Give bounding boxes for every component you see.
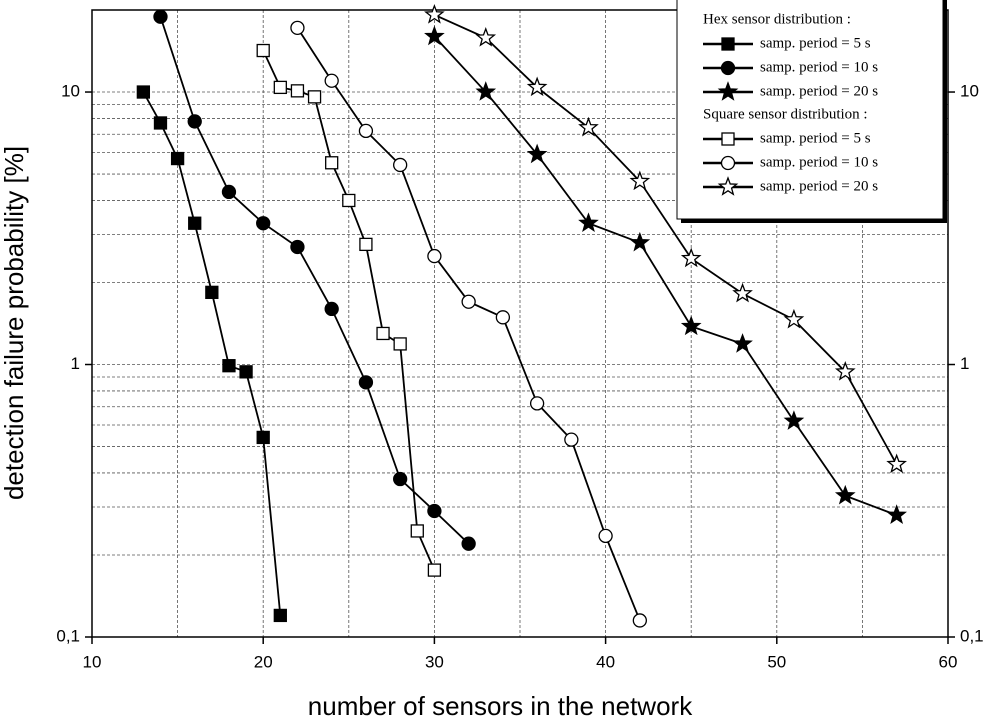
marker — [461, 536, 476, 551]
marker — [324, 73, 339, 88]
marker — [629, 231, 651, 252]
marker — [290, 20, 305, 35]
marker — [273, 608, 287, 623]
y-tick-label: 0,1 — [56, 626, 80, 645]
marker — [221, 184, 237, 200]
marker — [290, 239, 305, 255]
marker — [461, 294, 476, 309]
marker — [256, 216, 271, 231]
marker — [834, 484, 856, 505]
marker — [732, 282, 753, 303]
marker — [424, 25, 445, 46]
marker — [680, 247, 702, 268]
y-tick-label: 10 — [61, 82, 80, 101]
marker — [578, 116, 599, 137]
y-tick-label: 1 — [71, 354, 80, 373]
marker — [475, 27, 497, 47]
marker — [187, 114, 202, 129]
marker — [680, 315, 702, 336]
marker — [239, 365, 253, 379]
marker — [424, 3, 445, 24]
x-tick-label: 20 — [254, 652, 273, 671]
x-tick-label: 10 — [83, 652, 102, 671]
marker — [578, 212, 599, 233]
marker — [427, 248, 442, 264]
x-tick-label: 40 — [596, 652, 615, 671]
legend-label: samp. period = 10 s — [760, 154, 878, 170]
legend-label: samp. period = 20 s — [760, 178, 878, 194]
marker — [783, 410, 805, 430]
marker — [188, 216, 202, 230]
marker — [886, 504, 907, 524]
x-tick-label: 60 — [939, 652, 958, 671]
marker — [290, 84, 305, 98]
marker — [325, 156, 339, 170]
marker — [721, 132, 735, 146]
marker — [307, 90, 322, 104]
marker — [526, 143, 548, 164]
marker — [427, 563, 442, 577]
legend-label: samp. period = 5 s — [760, 130, 871, 146]
y-tick-label: 1 — [960, 354, 969, 373]
marker — [732, 333, 753, 353]
marker — [222, 359, 236, 373]
marker — [720, 155, 736, 171]
legend-title: Hex sensor distribution : — [703, 11, 851, 27]
marker — [359, 237, 373, 252]
marker — [720, 60, 736, 76]
marker — [526, 76, 548, 97]
marker — [564, 432, 579, 447]
marker — [342, 193, 356, 208]
y-axis-label: detection failure probability [%] — [0, 146, 29, 500]
legend: Hex sensor distribution : samp. period = … — [676, 0, 947, 223]
marker — [273, 80, 287, 95]
legend-label: samp. period = 5 s — [760, 35, 871, 51]
series-line — [159, 16, 470, 545]
legend-label: samp. period = 20 s — [760, 83, 878, 99]
marker — [529, 396, 545, 411]
marker — [717, 81, 739, 101]
marker — [783, 308, 805, 329]
legend-box — [676, 0, 944, 220]
marker — [153, 116, 168, 130]
marker — [717, 176, 739, 196]
series-line — [434, 14, 898, 465]
marker — [153, 9, 168, 24]
y-tick-label: 0,1 — [960, 626, 984, 645]
marker — [324, 301, 339, 317]
plot-frame — [91, 9, 949, 638]
marker — [834, 360, 856, 381]
marker — [170, 151, 185, 166]
marker — [358, 375, 374, 390]
marker — [475, 81, 497, 101]
marker — [427, 503, 442, 519]
marker — [205, 285, 219, 300]
marker — [358, 123, 374, 139]
marker — [136, 85, 151, 99]
x-axis-label: number of sensors in the network — [308, 691, 693, 721]
marker — [721, 37, 735, 51]
y-tick-label: 10 — [960, 82, 979, 101]
marker — [393, 471, 408, 487]
marker — [256, 43, 270, 58]
marker — [598, 528, 613, 544]
marker — [410, 524, 424, 538]
marker — [393, 157, 408, 173]
series-line — [433, 35, 897, 517]
marker — [886, 453, 907, 474]
legend-label: samp. period = 10 s — [760, 59, 878, 75]
marker — [495, 310, 511, 325]
marker — [632, 613, 647, 628]
x-tick-label: 30 — [425, 652, 444, 671]
legend-title: Square sensor distribution : — [703, 106, 868, 122]
x-tick-label: 50 — [767, 652, 786, 671]
marker — [376, 326, 390, 341]
marker — [256, 430, 270, 445]
marker — [393, 337, 407, 351]
series-line — [142, 91, 282, 616]
marker — [629, 170, 651, 191]
